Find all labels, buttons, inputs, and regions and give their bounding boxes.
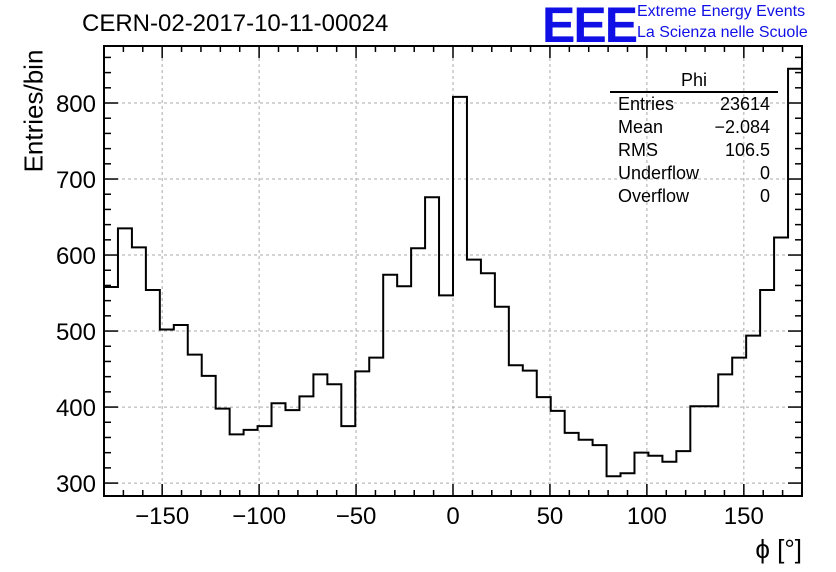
chart-title: CERN-02-2017-10-11-00024 (82, 10, 389, 37)
x-axis-label: ϕ [°] (755, 534, 802, 564)
x-tick-label: −150 (135, 503, 189, 530)
stats-value: −2.084 (714, 117, 770, 137)
stats-row: Overflow 0 (608, 185, 780, 208)
stats-value: 106.5 (724, 140, 770, 160)
stats-box: Phi Entries 23614 Mean −2.084 RMS 106.5 … (608, 70, 780, 208)
stats-divider (610, 91, 778, 93)
y-tick-label: 800 (56, 91, 96, 118)
y-tick-label: 700 (56, 167, 96, 194)
logo-line-1: Extreme Energy Events (637, 3, 806, 20)
x-tick-label: 150 (724, 503, 764, 530)
stats-value: 0 (759, 163, 770, 183)
logo-line-2: La Scienza nelle Scuole (637, 24, 808, 41)
x-tick-label: 100 (627, 503, 667, 530)
x-tick-label: −50 (336, 503, 377, 530)
stats-label: RMS (618, 140, 658, 160)
y-tick-label: 300 (56, 471, 96, 498)
histogram-series-line (104, 67, 802, 478)
stats-row: RMS 106.5 (608, 139, 780, 162)
stats-row: Underflow 0 (608, 162, 780, 185)
y-tick-label: 400 (56, 395, 96, 422)
x-tick-label: −100 (232, 503, 286, 530)
x-tick-label: 0 (446, 503, 459, 530)
x-tick-label: 50 (537, 503, 564, 530)
stats-value: 23614 (719, 94, 770, 114)
stats-label: Mean (618, 117, 664, 137)
stats-label: Entries (618, 94, 675, 114)
y-tick-label: 600 (56, 243, 96, 270)
stats-label: Overflow (618, 186, 690, 206)
stats-label: Underflow (618, 163, 700, 183)
stats-value: 0 (759, 186, 770, 206)
stats-row: Entries 23614 (608, 93, 780, 116)
stats-row: Mean −2.084 (608, 116, 780, 139)
stats-title: Phi (680, 70, 707, 90)
y-tick-label: 500 (56, 319, 96, 346)
eee-logo: EEE (542, 0, 638, 53)
